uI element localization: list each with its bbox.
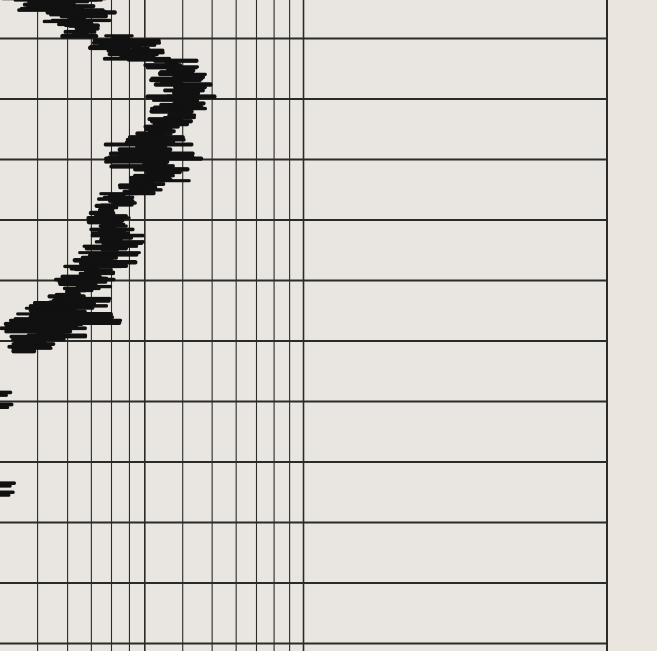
data-trace [0, 0, 217, 497]
